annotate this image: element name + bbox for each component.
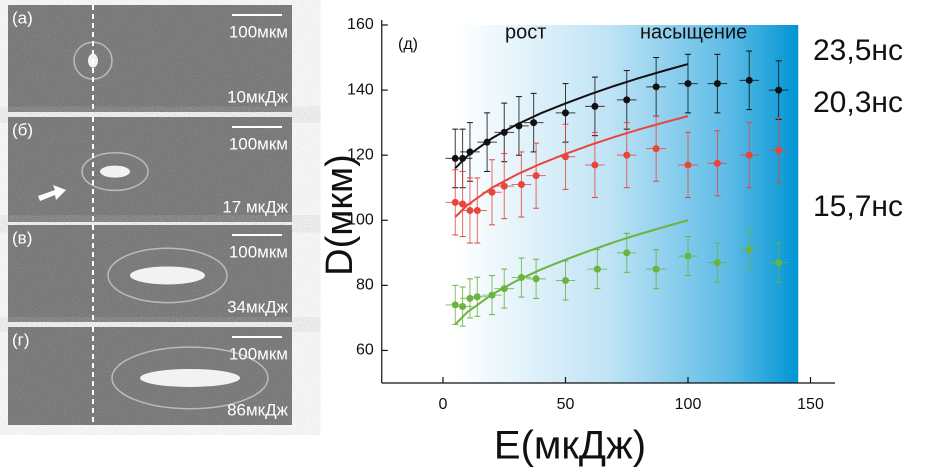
point	[459, 154, 467, 162]
point	[466, 148, 474, 156]
x-tick-label: 150	[797, 396, 824, 413]
panel-label: (г)	[12, 330, 30, 349]
y-tick-label: 80	[356, 277, 374, 294]
point	[532, 172, 540, 180]
legend-label: 20,3нс	[813, 86, 903, 119]
point	[500, 182, 508, 190]
point	[623, 96, 631, 104]
y-tick-label: 160	[347, 16, 374, 33]
point	[745, 76, 753, 84]
point	[652, 265, 660, 273]
point	[562, 109, 569, 117]
point	[775, 146, 783, 154]
point	[623, 151, 631, 159]
panel-noise	[8, 117, 292, 222]
point	[713, 159, 721, 167]
x-tick-label: 100	[675, 396, 702, 413]
cavity-outline	[107, 247, 228, 304]
point	[684, 252, 692, 260]
energy-label: 10мкДж	[227, 87, 289, 106]
point	[591, 161, 599, 169]
point	[562, 276, 569, 284]
point	[451, 301, 459, 309]
x-axis-label: E(мкДж)	[494, 424, 646, 468]
point	[500, 285, 508, 293]
point	[593, 265, 601, 273]
y-axis-label: D(мкм)	[319, 154, 361, 276]
cavity-outline	[111, 346, 269, 410]
point	[473, 207, 481, 215]
point	[473, 293, 481, 301]
point	[515, 122, 523, 130]
point	[713, 259, 721, 267]
energy-label: 34мкДж	[227, 297, 289, 316]
scale-label: 100мкм	[229, 134, 288, 153]
energy-label: 86мкДж	[227, 400, 289, 419]
annotation: насыщение	[640, 21, 747, 43]
point	[500, 128, 508, 136]
point	[562, 153, 569, 161]
point	[775, 259, 783, 267]
point	[459, 303, 467, 311]
streak	[140, 368, 240, 387]
cavity-outline	[81, 152, 149, 192]
point	[623, 249, 631, 257]
point	[591, 102, 599, 110]
scale-label: 100мкм	[229, 344, 288, 363]
streak	[100, 165, 130, 178]
point	[451, 198, 459, 206]
point	[466, 294, 474, 302]
y-tick-label: 100	[347, 211, 374, 228]
point	[532, 275, 540, 283]
point	[488, 291, 496, 299]
legend-label: 23,5нс	[813, 34, 903, 67]
panel-label: (в)	[12, 228, 32, 247]
point	[652, 145, 660, 153]
panel-label: (д)	[398, 36, 418, 53]
point	[459, 200, 467, 208]
scale-label: 100мкм	[229, 22, 288, 41]
energy-label: 17 мкДж	[222, 197, 288, 216]
point	[745, 246, 753, 254]
panel-noise	[8, 5, 292, 112]
plot: 60 80 100 120 140 160 0 50 100 150 (д) рост насыщени…	[319, 16, 903, 467]
annotation: рост	[505, 21, 546, 43]
y-tick-label: 60	[356, 342, 374, 359]
x-tick-label: 50	[557, 396, 575, 413]
point	[684, 80, 692, 88]
point	[517, 180, 525, 188]
point	[483, 138, 491, 146]
y-tick-label: 120	[347, 146, 374, 163]
scale-label: 100мкм	[229, 242, 288, 261]
point	[530, 119, 538, 127]
fit-curve	[454, 219, 689, 326]
point	[684, 161, 692, 169]
panel-label: (б)	[12, 120, 33, 139]
y-tick-label: 140	[347, 81, 374, 98]
streak	[130, 266, 205, 285]
point	[745, 151, 753, 159]
point	[652, 83, 660, 91]
point	[775, 86, 783, 94]
panel-label: (а)	[12, 8, 33, 27]
micrograph-panels: (а) 100мкм 10мкДж (б) 100мкм 17 мкДж (в) 100мкм…	[8, 5, 292, 425]
point	[488, 188, 496, 196]
point	[517, 274, 525, 282]
x-tick-label: 0	[439, 396, 448, 413]
legend-label: 15,7нс	[813, 190, 903, 223]
point	[713, 80, 721, 88]
arrow	[38, 185, 66, 201]
